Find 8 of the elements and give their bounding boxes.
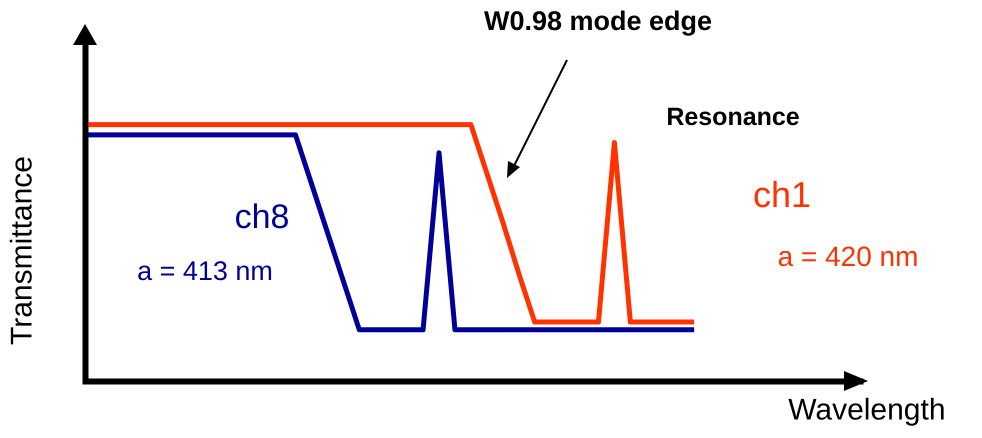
series-label: ch8 (234, 198, 290, 236)
annotation: Resonance (666, 103, 800, 131)
text: ch1 (752, 174, 812, 215)
text: a = 420 nm (778, 241, 918, 272)
annotation: a = 413 nm (137, 256, 273, 286)
x-axis-title: Wavelength (788, 394, 946, 426)
text: W0.98 mode edge (484, 6, 712, 36)
y-axis-title: Transmittance (6, 156, 38, 345)
